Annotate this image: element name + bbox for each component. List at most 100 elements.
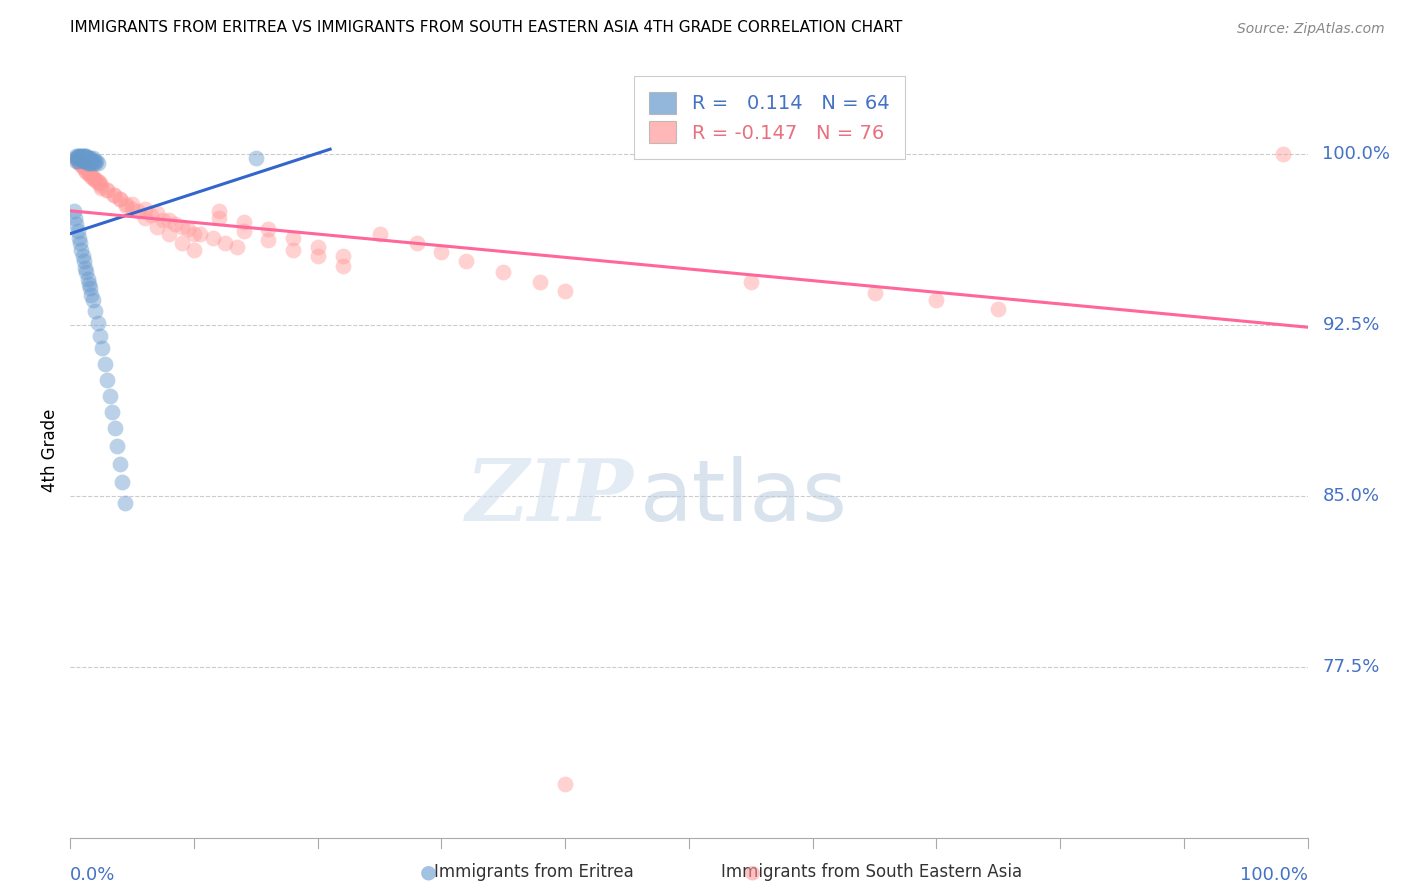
- Point: [170, 219, 193, 234]
- Point: [925, 293, 948, 307]
- Point: [84, 174, 107, 188]
- Point: [90, 178, 112, 193]
- Point: [66, 151, 89, 165]
- Text: ●: ●: [744, 863, 761, 882]
- Point: [70, 149, 93, 163]
- Point: [65, 151, 87, 165]
- Point: [84, 153, 107, 168]
- Text: 85.0%: 85.0%: [1323, 487, 1379, 505]
- Point: [69, 156, 91, 170]
- Point: [96, 373, 118, 387]
- Point: [65, 151, 87, 165]
- Point: [114, 496, 136, 510]
- Point: [281, 231, 304, 245]
- Point: [70, 243, 93, 257]
- Point: [89, 177, 111, 191]
- Point: [82, 293, 104, 307]
- Point: [76, 151, 98, 165]
- Point: [82, 169, 104, 184]
- Point: [863, 285, 886, 300]
- Point: [84, 156, 107, 170]
- Point: [77, 151, 100, 165]
- Text: ZIP: ZIP: [465, 455, 633, 539]
- Point: [108, 193, 131, 207]
- Point: [492, 265, 515, 279]
- Point: [232, 224, 254, 238]
- Point: [529, 275, 551, 289]
- Point: [121, 202, 143, 216]
- Point: [66, 224, 89, 238]
- Point: [139, 208, 162, 222]
- Text: Immigrants from Eritrea: Immigrants from Eritrea: [434, 863, 634, 881]
- Point: [157, 213, 180, 227]
- Text: 100.0%: 100.0%: [1323, 145, 1391, 162]
- Point: [152, 213, 174, 227]
- Text: ●: ●: [420, 863, 437, 882]
- Point: [65, 149, 87, 163]
- Legend: R =   0.114   N = 64, R = -0.147   N = 76: R = 0.114 N = 64, R = -0.147 N = 76: [634, 76, 905, 159]
- Point: [134, 211, 156, 225]
- Point: [101, 404, 124, 418]
- Point: [84, 304, 107, 318]
- Point: [80, 153, 103, 168]
- Point: [75, 149, 97, 163]
- Point: [127, 203, 149, 218]
- Point: [73, 153, 96, 168]
- Text: 0.0%: 0.0%: [70, 866, 115, 884]
- Point: [115, 197, 138, 211]
- Point: [103, 187, 125, 202]
- Point: [188, 227, 211, 241]
- Point: [405, 235, 427, 250]
- Point: [73, 161, 96, 175]
- Text: 77.5%: 77.5%: [1323, 658, 1379, 676]
- Point: [75, 260, 97, 275]
- Y-axis label: 4th Grade: 4th Grade: [41, 409, 59, 492]
- Point: [67, 151, 90, 165]
- Point: [72, 151, 94, 165]
- Point: [105, 439, 128, 453]
- Point: [73, 149, 96, 163]
- Point: [66, 149, 89, 163]
- Point: [66, 153, 89, 168]
- Point: [121, 197, 143, 211]
- Point: [67, 231, 90, 245]
- Point: [69, 149, 91, 163]
- Point: [332, 250, 354, 264]
- Point: [70, 158, 93, 172]
- Text: Immigrants from South Eastern Asia: Immigrants from South Eastern Asia: [721, 863, 1022, 881]
- Point: [65, 211, 87, 225]
- Point: [987, 301, 1010, 316]
- Point: [165, 218, 187, 232]
- Point: [70, 151, 93, 165]
- Point: [177, 222, 200, 236]
- Point: [134, 202, 156, 216]
- Point: [86, 156, 108, 170]
- Point: [208, 211, 231, 225]
- Point: [430, 244, 453, 259]
- Point: [83, 172, 105, 186]
- Point: [170, 235, 193, 250]
- Point: [208, 203, 231, 218]
- Point: [98, 389, 121, 403]
- Point: [257, 234, 280, 248]
- Text: atlas: atlas: [640, 456, 848, 539]
- Point: [86, 174, 108, 188]
- Point: [67, 149, 90, 163]
- Point: [79, 167, 101, 181]
- Point: [226, 240, 249, 254]
- Point: [281, 243, 304, 257]
- Point: [76, 156, 98, 170]
- Point: [214, 235, 236, 250]
- Point: [96, 183, 118, 197]
- Text: 92.5%: 92.5%: [1323, 316, 1379, 334]
- Point: [79, 151, 101, 165]
- Point: [75, 165, 97, 179]
- Point: [75, 153, 97, 168]
- Point: [115, 199, 138, 213]
- Point: [76, 272, 98, 286]
- Point: [96, 183, 118, 197]
- Point: [75, 153, 97, 168]
- Point: [67, 156, 90, 170]
- Point: [82, 151, 104, 165]
- Point: [111, 475, 134, 490]
